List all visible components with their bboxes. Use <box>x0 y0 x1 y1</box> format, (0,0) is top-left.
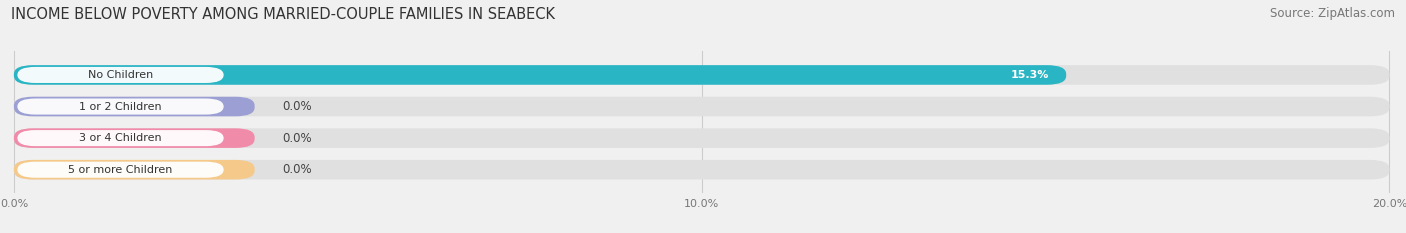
FancyBboxPatch shape <box>14 128 1389 148</box>
Text: 5 or more Children: 5 or more Children <box>69 165 173 175</box>
Text: No Children: No Children <box>89 70 153 80</box>
Text: INCOME BELOW POVERTY AMONG MARRIED-COUPLE FAMILIES IN SEABECK: INCOME BELOW POVERTY AMONG MARRIED-COUPL… <box>11 7 555 22</box>
FancyBboxPatch shape <box>14 160 254 179</box>
Text: 0.0%: 0.0% <box>283 100 312 113</box>
FancyBboxPatch shape <box>17 130 224 146</box>
FancyBboxPatch shape <box>14 97 254 116</box>
FancyBboxPatch shape <box>14 65 1066 85</box>
Text: Source: ZipAtlas.com: Source: ZipAtlas.com <box>1270 7 1395 20</box>
FancyBboxPatch shape <box>14 65 1389 85</box>
FancyBboxPatch shape <box>17 162 224 178</box>
FancyBboxPatch shape <box>14 160 1389 179</box>
Text: 1 or 2 Children: 1 or 2 Children <box>79 102 162 112</box>
FancyBboxPatch shape <box>17 67 224 83</box>
Text: 3 or 4 Children: 3 or 4 Children <box>79 133 162 143</box>
FancyBboxPatch shape <box>14 97 1389 116</box>
Text: 0.0%: 0.0% <box>283 163 312 176</box>
FancyBboxPatch shape <box>14 128 254 148</box>
FancyBboxPatch shape <box>17 99 224 115</box>
Text: 0.0%: 0.0% <box>283 132 312 145</box>
Text: 15.3%: 15.3% <box>1011 70 1049 80</box>
